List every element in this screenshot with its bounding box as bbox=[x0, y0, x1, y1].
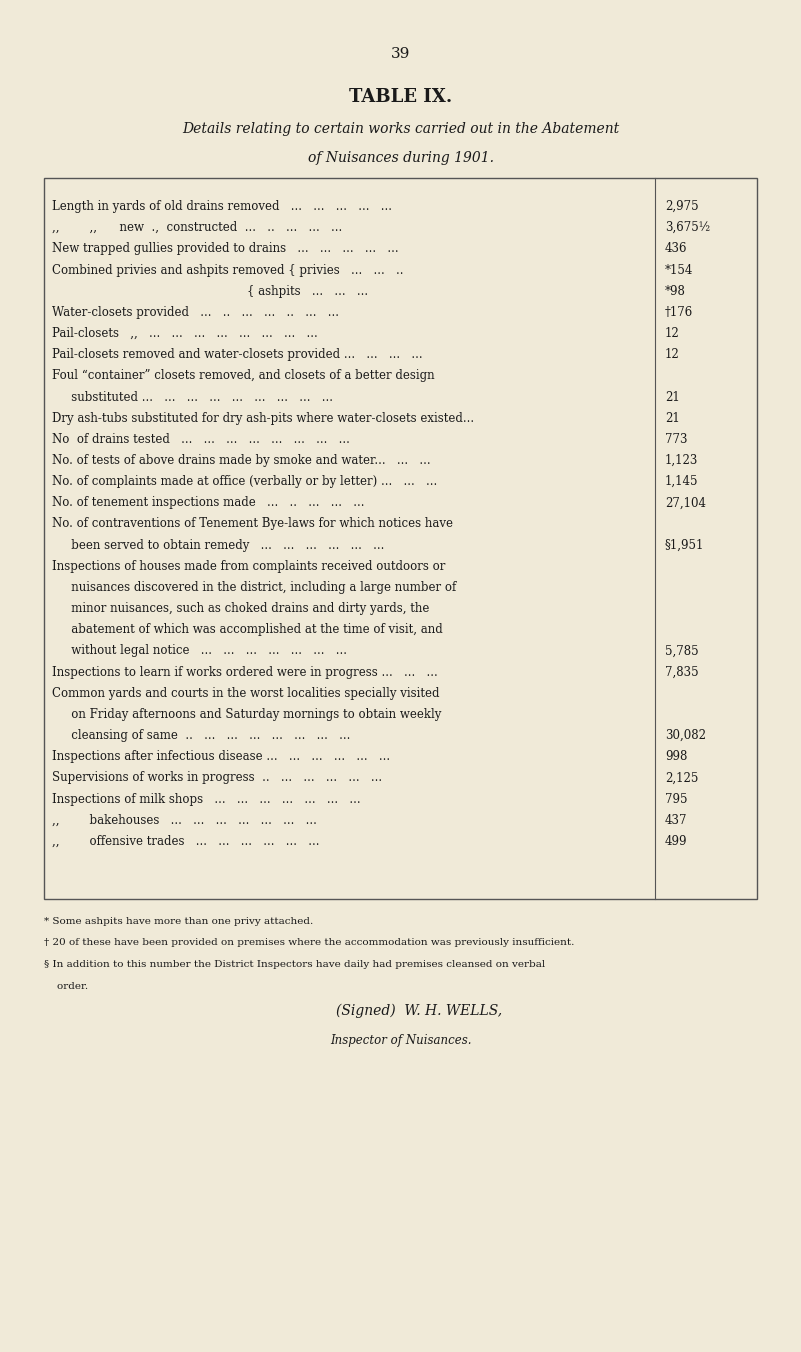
Text: Combined privies and ashpits removed { privies   ...   ...   ..: Combined privies and ashpits removed { p… bbox=[52, 264, 404, 277]
Text: TABLE IX.: TABLE IX. bbox=[349, 88, 452, 105]
Text: cleansing of same  ..   ...   ...   ...   ...   ...   ...   ...: cleansing of same .. ... ... ... ... ...… bbox=[60, 729, 351, 742]
Text: { ashpits   ...   ...   ...: { ashpits ... ... ... bbox=[52, 285, 368, 297]
Text: *154: *154 bbox=[665, 264, 693, 277]
Text: 12: 12 bbox=[665, 327, 679, 341]
Text: 2,975: 2,975 bbox=[665, 200, 698, 214]
Text: No. of complaints made at office (verbally or by letter) ...   ...   ...: No. of complaints made at office (verbal… bbox=[52, 475, 437, 488]
Text: substituted ...   ...   ...   ...   ...   ...   ...   ...   ...: substituted ... ... ... ... ... ... ... … bbox=[60, 391, 333, 403]
Text: of Nuisances during 1901.: of Nuisances during 1901. bbox=[308, 151, 493, 165]
Text: 1,145: 1,145 bbox=[665, 475, 698, 488]
Text: Foul “container” closets removed, and closets of a better design: Foul “container” closets removed, and cl… bbox=[52, 369, 435, 383]
Text: nuisances discovered in the district, including a large number of: nuisances discovered in the district, in… bbox=[60, 581, 457, 594]
Text: 998: 998 bbox=[665, 750, 687, 764]
Text: ,,        bakehouses   ...   ...   ...   ...   ...   ...   ...: ,, bakehouses ... ... ... ... ... ... ..… bbox=[52, 814, 317, 826]
Text: No. of tenement inspections made   ...   ..   ...   ...   ...: No. of tenement inspections made ... .. … bbox=[52, 496, 364, 510]
Text: 39: 39 bbox=[391, 47, 410, 61]
Text: 3,675½: 3,675½ bbox=[665, 222, 710, 234]
Text: No. of tests of above drains made by smoke and water...   ...   ...: No. of tests of above drains made by smo… bbox=[52, 454, 431, 466]
Text: 436: 436 bbox=[665, 242, 687, 256]
Text: Inspections of milk shops   ...   ...   ...   ...   ...   ...   ...: Inspections of milk shops ... ... ... ..… bbox=[52, 792, 360, 806]
Text: Length in yards of old drains removed   ...   ...   ...   ...   ...: Length in yards of old drains removed ..… bbox=[52, 200, 392, 214]
Text: Details relating to certain works carried out in the Abatement: Details relating to certain works carrie… bbox=[182, 122, 619, 135]
Text: been served to obtain remedy   ...   ...   ...   ...   ...   ...: been served to obtain remedy ... ... ...… bbox=[60, 538, 384, 552]
Text: 2,125: 2,125 bbox=[665, 772, 698, 784]
Text: No  of drains tested   ...   ...   ...   ...   ...   ...   ...   ...: No of drains tested ... ... ... ... ... … bbox=[52, 433, 350, 446]
Text: Dry ash-tubs substituted for dry ash-pits where water-closets existed...: Dry ash-tubs substituted for dry ash-pit… bbox=[52, 412, 474, 425]
Text: § In addition to this number the District Inspectors have daily had premises cle: § In addition to this number the Distric… bbox=[44, 960, 545, 969]
Text: 795: 795 bbox=[665, 792, 687, 806]
Text: order.: order. bbox=[44, 982, 88, 991]
Text: minor nuisances, such as choked drains and dirty yards, the: minor nuisances, such as choked drains a… bbox=[60, 602, 429, 615]
Text: Inspector of Nuisances.: Inspector of Nuisances. bbox=[330, 1034, 471, 1048]
Text: †176: †176 bbox=[665, 306, 693, 319]
Text: 499: 499 bbox=[665, 836, 687, 848]
Text: 773: 773 bbox=[665, 433, 687, 446]
Text: 1,123: 1,123 bbox=[665, 454, 698, 466]
Text: *98: *98 bbox=[665, 285, 686, 297]
Bar bbox=[44, 178, 757, 899]
Text: on Friday afternoons and Saturday mornings to obtain weekly: on Friday afternoons and Saturday mornin… bbox=[60, 708, 441, 721]
Text: 27,104: 27,104 bbox=[665, 496, 706, 510]
Text: §1,951: §1,951 bbox=[665, 538, 704, 552]
Text: No. of contraventions of Tenement Bye-laws for which notices have: No. of contraventions of Tenement Bye-la… bbox=[52, 518, 453, 530]
Text: Water-closets provided   ...   ..   ...   ...   ..   ...   ...: Water-closets provided ... .. ... ... ..… bbox=[52, 306, 339, 319]
Text: Inspections of houses made from complaints received outdoors or: Inspections of houses made from complain… bbox=[52, 560, 445, 573]
Text: 12: 12 bbox=[665, 349, 679, 361]
Text: Inspections after infectious disease ...   ...   ...   ...   ...   ...: Inspections after infectious disease ...… bbox=[52, 750, 390, 764]
Text: Inspections to learn if works ordered were in progress ...   ...   ...: Inspections to learn if works ordered we… bbox=[52, 665, 438, 679]
Text: * Some ashpits have more than one privy attached.: * Some ashpits have more than one privy … bbox=[44, 917, 313, 926]
Text: 437: 437 bbox=[665, 814, 687, 826]
Text: † 20 of these have been provided on premises where the accommodation was previou: † 20 of these have been provided on prem… bbox=[44, 938, 574, 948]
Text: New trapped gullies provided to drains   ...   ...   ...   ...   ...: New trapped gullies provided to drains .… bbox=[52, 242, 399, 256]
Text: Supervisions of works in progress  ..   ...   ...   ...   ...   ...: Supervisions of works in progress .. ...… bbox=[52, 772, 382, 784]
Text: 30,082: 30,082 bbox=[665, 729, 706, 742]
Text: 21: 21 bbox=[665, 412, 679, 425]
Text: Pail-closets removed and water-closets provided ...   ...   ...   ...: Pail-closets removed and water-closets p… bbox=[52, 349, 423, 361]
Text: abatement of which was accomplished at the time of visit, and: abatement of which was accomplished at t… bbox=[60, 623, 443, 637]
Text: (Signed)  W. H. WELLS,: (Signed) W. H. WELLS, bbox=[336, 1003, 502, 1018]
Text: ,,        offensive trades   ...   ...   ...   ...   ...   ...: ,, offensive trades ... ... ... ... ... … bbox=[52, 836, 320, 848]
Text: Pail-closets   ,,   ...   ...   ...   ...   ...   ...   ...   ...: Pail-closets ,, ... ... ... ... ... ... … bbox=[52, 327, 318, 341]
Text: ,,        ,,      new  .,  constructed  ...   ..   ...   ...   ...: ,, ,, new ., constructed ... .. ... ... … bbox=[52, 222, 342, 234]
Text: Common yards and courts in the worst localities specially visited: Common yards and courts in the worst loc… bbox=[52, 687, 440, 700]
Text: without legal notice   ...   ...   ...   ...   ...   ...   ...: without legal notice ... ... ... ... ...… bbox=[60, 645, 347, 657]
Text: 7,835: 7,835 bbox=[665, 665, 698, 679]
Text: 5,785: 5,785 bbox=[665, 645, 698, 657]
Text: 21: 21 bbox=[665, 391, 679, 403]
